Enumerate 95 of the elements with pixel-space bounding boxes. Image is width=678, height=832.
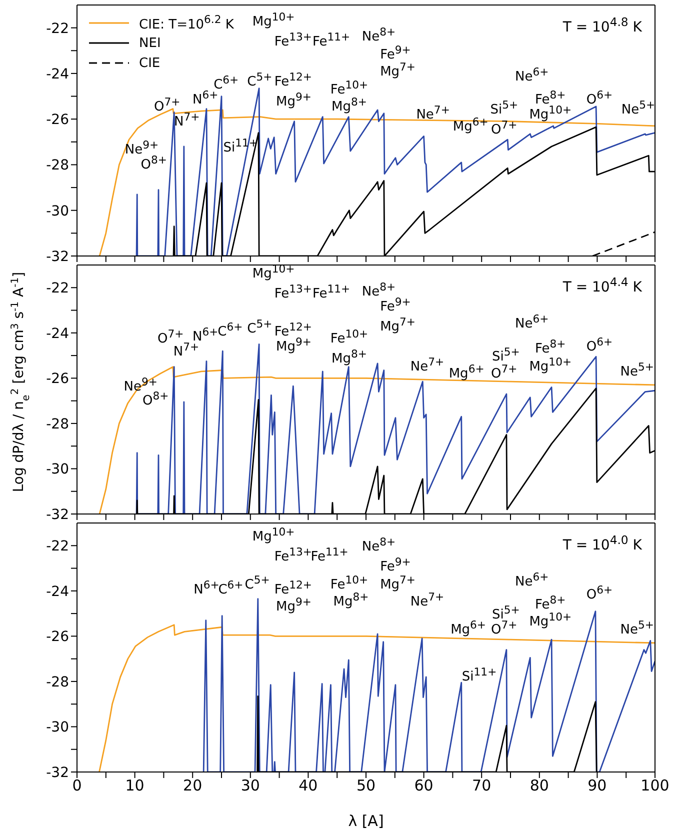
annotation: Mg$^{10+}$: [252, 526, 295, 546]
text: T = 10$^{4.0}$ K: [562, 533, 642, 554]
annotation: Mg$^{8+}$: [333, 590, 369, 610]
annotation: Fe$^{11+}$: [312, 30, 350, 50]
y-tick-label: -24: [46, 326, 70, 342]
annotation: Si$^{11+}$: [462, 665, 497, 685]
x-tick-label: 0: [72, 776, 82, 795]
x-tick-label: 90: [588, 776, 607, 795]
annotation: C$^{6+}$: [218, 320, 243, 340]
x-tick-label: 40: [298, 776, 318, 795]
y-tick-label: -26: [46, 629, 70, 646]
annotation: Ne$^{8+}$: [362, 536, 396, 556]
annotation: Fe$^{9+}$: [380, 556, 411, 575]
annotation: Mg$^{10+}$: [529, 103, 572, 123]
y-tick-label: -26: [46, 112, 70, 128]
annotation: Ne$^{7+}$: [416, 103, 450, 123]
annotation: N$^{6+}$: [194, 578, 220, 598]
annotation: O$^{7+}$: [491, 618, 518, 638]
annotation: Fe$^{11+}$: [312, 282, 350, 302]
annotation: O$^{8+}$: [142, 390, 169, 410]
y-tick-label: -24: [46, 584, 70, 600]
annotation: Si$^{5+}$: [490, 98, 518, 118]
x-tick-label: 60: [414, 776, 434, 795]
x-tick-label: 20: [183, 776, 202, 795]
y-tick-label: -30: [46, 462, 69, 478]
annotation: Fe$^{12+}$: [274, 70, 312, 90]
annotation: Mg$^{7+}$: [380, 573, 416, 592]
y-tick-label: -32: [46, 506, 69, 523]
y-tick-label: -28: [46, 158, 69, 174]
annotation: O$^{6+}$: [586, 335, 613, 354]
annotation: Fe$^{12+}$: [274, 578, 312, 598]
annotation: Mg$^{10+}$: [529, 354, 572, 374]
annotation: Fe$^{13+}$: [274, 546, 312, 566]
annotation: C$^{6+}$: [218, 578, 244, 598]
annotation: Mg$^{9+}$: [276, 90, 312, 110]
annotation: Ne$^{6+}$: [515, 570, 549, 590]
y-tick-label: -24: [46, 66, 70, 82]
x-tick-label: 100: [640, 776, 670, 795]
annotation: Ne$^{5+}$: [620, 618, 654, 638]
y-tick-label: -26: [46, 371, 70, 388]
annotation: Ne$^{5+}$: [620, 360, 654, 380]
annotation: Mg$^{9+}$: [276, 335, 312, 354]
annotation: Fe$^{13+}$: [274, 282, 312, 302]
annotation: C$^{5+}$: [247, 318, 272, 337]
annotation: Mg$^{10+}$: [529, 610, 572, 630]
y-tick-label: -22: [46, 538, 69, 555]
annotation: Ne$^{5+}$: [621, 98, 656, 118]
y-tick-label: -30: [46, 720, 69, 736]
annotation: C$^{5+}$: [244, 573, 270, 592]
y-tick-label: -22: [46, 20, 69, 37]
y-tick-label: -28: [46, 416, 69, 432]
x-tick-label: 80: [530, 776, 549, 795]
annotation: O$^{7+}$: [491, 362, 518, 382]
annotation: Mg$^{7+}$: [380, 315, 416, 334]
legend-label: NEI: [139, 36, 161, 50]
annotation: Si$^{5+}$: [492, 344, 520, 364]
legend-label: CIE: [139, 56, 160, 70]
annotation: Ne$^{6+}$: [515, 66, 549, 85]
x-tick-label: 30: [240, 776, 260, 795]
annotation: O$^{6+}$: [586, 583, 613, 602]
y-tick-label: -30: [46, 203, 69, 220]
annotation: Fe$^{13+}$: [274, 30, 312, 50]
annotation: Ne$^{7+}$: [410, 590, 444, 610]
annotation: Fe$^{8+}$: [535, 593, 566, 612]
annotation: Mg$^{6+}$: [448, 362, 484, 382]
annotation: Fe$^{10+}$: [330, 78, 368, 98]
annotation: C$^{5+}$: [247, 70, 272, 90]
y-tick-label: -32: [46, 764, 69, 781]
annotation: Ne$^{6+}$: [515, 312, 549, 332]
legend-label: CIE: T=10$^{6.2}$ K: [139, 13, 234, 33]
annotation: O$^{7+}$: [491, 118, 518, 138]
annotation: Mg$^{9+}$: [276, 595, 312, 615]
y-tick-label: -22: [46, 280, 69, 297]
annotation: Mg$^{8+}$: [332, 96, 367, 116]
annotation: Fe$^{11+}$: [310, 546, 348, 566]
x-tick-label: 70: [472, 776, 492, 795]
y-tick-label: -32: [46, 248, 69, 265]
annotation: Mg$^{10+}$: [252, 10, 295, 30]
text: T = 10$^{4.8}$ K: [562, 15, 642, 36]
annotation: O$^{8+}$: [140, 153, 167, 173]
annotation: Fe$^{8+}$: [535, 337, 566, 357]
annotation: Mg$^{6+}$: [450, 618, 486, 638]
annotation: Fe$^{9+}$: [380, 43, 411, 62]
annotation: Fe$^{10+}$: [330, 573, 368, 592]
y-tick-label: -28: [46, 674, 69, 690]
x-axis-title: λ [A]: [348, 812, 384, 830]
text: T = 10$^{4.4}$ K: [562, 275, 642, 296]
annotation: Ne$^{8+}$: [362, 25, 396, 45]
annotation: Fe$^{10+}$: [330, 328, 368, 347]
annotation: O$^{6+}$: [586, 88, 613, 108]
annotation: Mg$^{7+}$: [380, 60, 416, 80]
x-tick-label: 50: [356, 776, 376, 795]
annotation: Mg$^{8+}$: [332, 347, 367, 367]
x-tick-label: 10: [125, 776, 144, 795]
annotation: Ne$^{7+}$: [410, 354, 444, 374]
